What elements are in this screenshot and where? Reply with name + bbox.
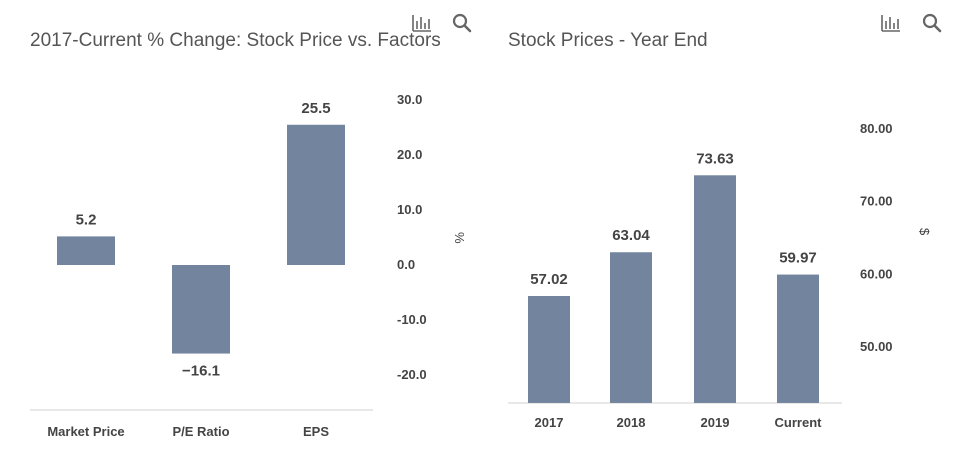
bar — [777, 274, 819, 403]
y-tick-label: 10.0 — [397, 202, 422, 217]
bar-chart-icon[interactable] — [880, 12, 902, 34]
chart-panel-prices: Stock Prices - Year End 80.00 70.00 60.00 5… — [490, 0, 958, 461]
magnifier-icon[interactable] — [451, 12, 473, 34]
x-tick-label: Market Price — [47, 424, 124, 439]
y-axis-label: $ — [917, 228, 932, 236]
bar — [57, 236, 115, 265]
bar-chart-icon[interactable] — [411, 12, 433, 34]
data-label: 5.2 — [76, 211, 97, 228]
bar — [287, 124, 345, 265]
y-tick-label: -20.0 — [397, 367, 427, 382]
change-bar-chart: 30.0 20.0 10.0 0.0 -10.0 -20.0% 5.2 Market Pric… — [30, 92, 467, 439]
data-label: 57.02 — [530, 271, 568, 288]
y-tick-label: 50.00 — [860, 339, 893, 354]
prices-bar-chart: 80.00 70.00 60.00 50.00 $57.02 2017 63.04 2018 7… — [508, 121, 932, 430]
y-tick-label: 80.00 — [860, 121, 893, 136]
chart-title: 2017-Current % Change: Stock Price vs. F… — [30, 30, 441, 51]
bar — [172, 265, 230, 354]
x-tick-label: EPS — [303, 424, 329, 439]
magnifier-icon[interactable] — [921, 12, 943, 34]
y-tick-label: 70.00 — [860, 194, 893, 209]
y-axis-label: % — [452, 232, 467, 244]
data-label: 73.63 — [696, 150, 734, 167]
chart-panel-change: 2017-Current % Change: Stock Price vs. F… — [30, 12, 473, 439]
data-label: −16.1 — [182, 363, 220, 380]
y-tick-label: -10.0 — [397, 312, 427, 327]
data-label: 25.5 — [301, 100, 330, 117]
bar — [694, 175, 736, 403]
x-tick-label: 2018 — [617, 415, 646, 430]
x-tick-label: Current — [775, 415, 823, 430]
bar — [610, 252, 652, 403]
y-tick-label: 30.0 — [397, 92, 422, 107]
data-label: 63.04 — [612, 227, 650, 244]
x-tick-label: 2019 — [701, 415, 730, 430]
x-tick-label: 2017 — [535, 415, 564, 430]
data-label: 59.97 — [779, 250, 817, 267]
bar — [528, 295, 570, 403]
x-tick-label: P/E Ratio — [172, 424, 229, 439]
y-tick-label: 20.0 — [397, 147, 422, 162]
chart-title: Stock Prices - Year End — [508, 30, 708, 51]
y-tick-label: 0.0 — [397, 257, 415, 272]
y-tick-label: 60.00 — [860, 266, 893, 281]
